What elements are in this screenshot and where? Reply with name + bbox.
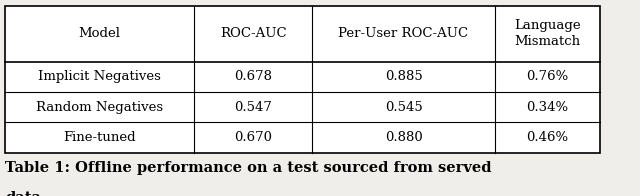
Text: Model: Model: [79, 27, 120, 40]
Text: Language
Mismatch: Language Mismatch: [514, 19, 581, 48]
Text: 0.46%: 0.46%: [527, 131, 568, 144]
Text: 0.545: 0.545: [385, 101, 422, 114]
Text: Table 1: Offline performance on a test sourced from served: Table 1: Offline performance on a test s…: [5, 161, 492, 175]
Text: Implicit Negatives: Implicit Negatives: [38, 70, 161, 83]
Text: 0.34%: 0.34%: [527, 101, 568, 114]
Text: 0.885: 0.885: [385, 70, 422, 83]
Bar: [5, 6, 600, 153]
Text: Random Negatives: Random Negatives: [36, 101, 163, 114]
Text: Fine-tuned: Fine-tuned: [63, 131, 136, 144]
Text: 0.547: 0.547: [234, 101, 272, 114]
Text: ROC-AUC: ROC-AUC: [220, 27, 287, 40]
Text: 0.76%: 0.76%: [526, 70, 569, 83]
Text: data.: data.: [5, 191, 46, 196]
Text: 0.678: 0.678: [234, 70, 272, 83]
Bar: [5, 6, 600, 153]
Text: 0.670: 0.670: [234, 131, 272, 144]
Text: 0.880: 0.880: [385, 131, 422, 144]
Text: Per-User ROC-AUC: Per-User ROC-AUC: [339, 27, 468, 40]
